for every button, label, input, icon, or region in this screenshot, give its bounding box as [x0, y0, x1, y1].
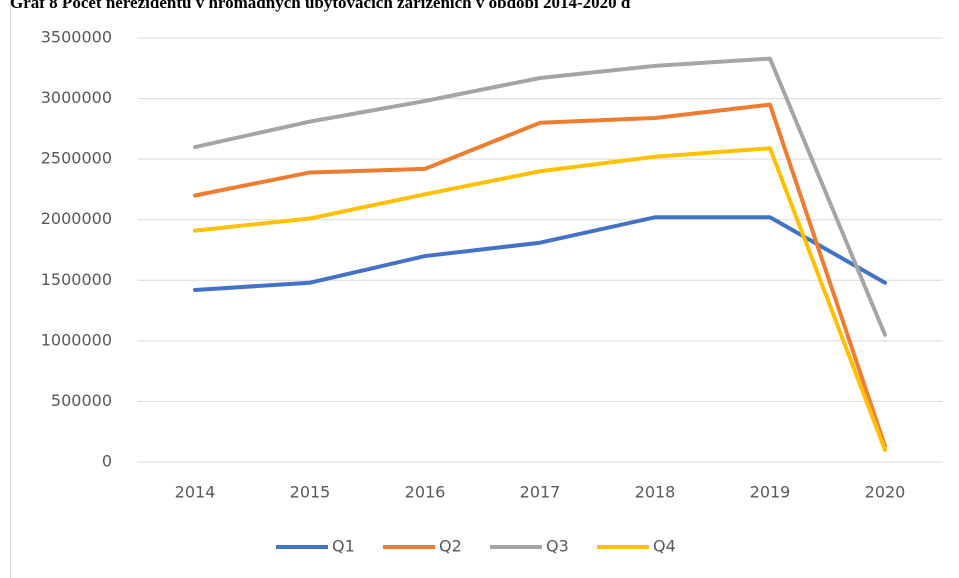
- y-tick-label: 2000000: [41, 209, 112, 228]
- y-tick-label: 1000000: [41, 330, 112, 349]
- series-line: [193, 215, 887, 292]
- x-tick-label: 2020: [865, 483, 906, 502]
- y-tick-label: 0: [102, 452, 112, 471]
- x-tick-label: 2016: [405, 483, 446, 502]
- y-tick-label: 500000: [51, 391, 112, 410]
- chart-title: Graf 8 Počet nerezidentů v hromadných ub…: [10, 0, 631, 12]
- series-line: [193, 146, 887, 452]
- x-tick-label: 2018: [635, 483, 676, 502]
- x-tick-label: 2017: [520, 483, 561, 502]
- y-tick-label: 2500000: [41, 149, 112, 168]
- x-tick-label: 2019: [750, 483, 791, 502]
- x-tick-label: 2014: [175, 483, 216, 502]
- legend-label: Q3: [546, 537, 569, 556]
- series-line: [193, 56, 887, 337]
- series-line: [193, 102, 887, 449]
- y-tick-label: 3500000: [41, 28, 112, 47]
- y-tick-label: 1500000: [41, 270, 112, 289]
- x-tick-label: 2015: [290, 483, 331, 502]
- legend-label: Q1: [332, 537, 355, 556]
- legend-label: Q2: [439, 537, 462, 556]
- y-tick-label: 3000000: [41, 88, 112, 107]
- legend-label: Q4: [653, 537, 676, 556]
